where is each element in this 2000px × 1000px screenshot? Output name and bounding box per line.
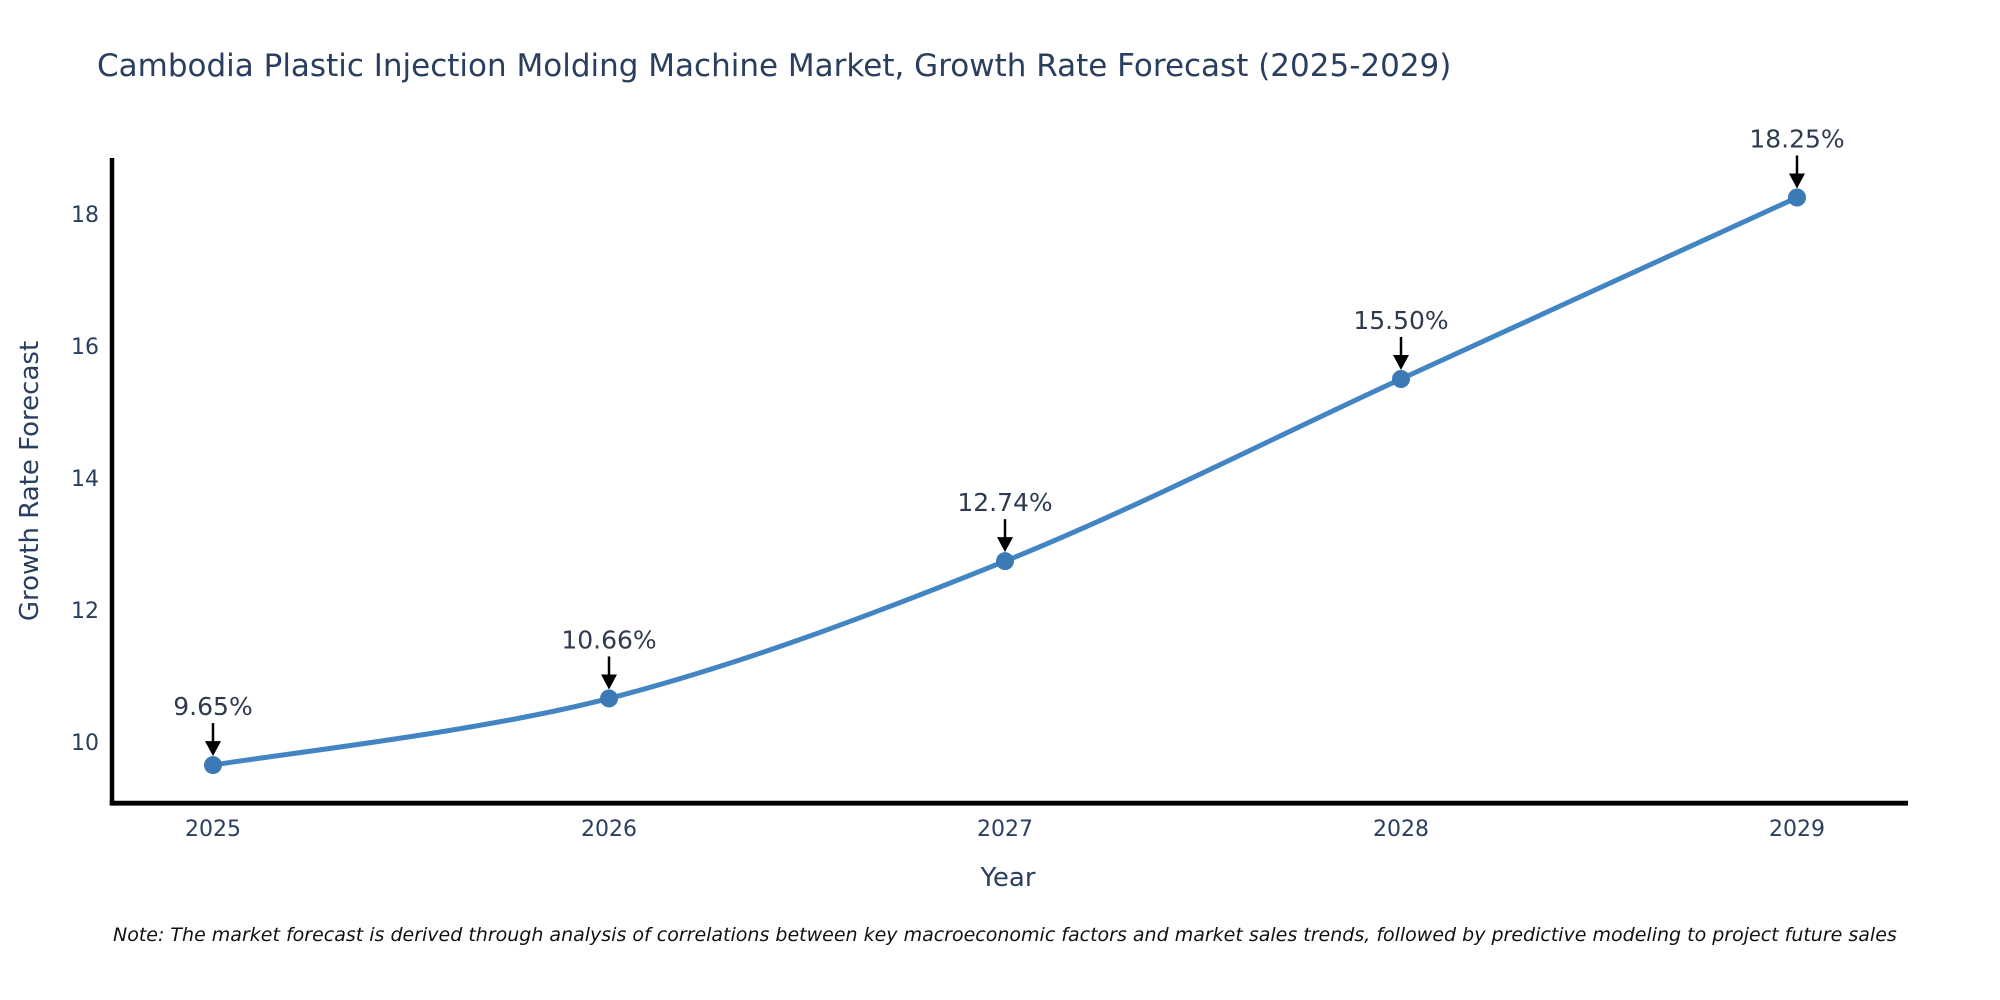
data-point-marker — [1392, 370, 1410, 388]
x-tick-label: 2029 — [1769, 817, 1825, 842]
point-annotation-label: 9.65% — [173, 692, 252, 721]
annotation-arrowhead-icon — [1393, 355, 1409, 370]
point-annotation-label: 10.66% — [561, 625, 656, 654]
data-point-marker — [204, 756, 222, 775]
data-point-marker — [1788, 188, 1806, 207]
y-tick-label: 14 — [71, 467, 99, 492]
y-axis-title: Growth Rate Forecast — [15, 341, 45, 621]
point-annotation: 15.50% — [1353, 306, 1449, 370]
x-tick-label: 2025 — [185, 817, 241, 842]
y-tick-label: 12 — [71, 599, 99, 624]
x-tick-label: 2028 — [1373, 817, 1429, 842]
y-tick-label: 10 — [71, 731, 99, 756]
x-tick-label: 2027 — [977, 817, 1033, 842]
point-annotation-label: 18.25% — [1749, 125, 1844, 154]
x-tick-label: 2026 — [581, 817, 637, 842]
annotation-arrowhead-icon — [997, 537, 1013, 553]
point-annotation-label: 12.74% — [957, 488, 1052, 517]
footnote: Note: The market forecast is derived thr… — [113, 924, 1897, 946]
point-annotation: 12.74% — [957, 488, 1053, 553]
y-tick-label: 18 — [71, 203, 99, 228]
chart-title: Cambodia Plastic Injection Molding Machi… — [97, 48, 1451, 84]
data-point-marker — [996, 552, 1014, 571]
annotation-arrowhead-icon — [601, 674, 617, 690]
y-axis-tick-labels: 10 12 14 16 18 — [71, 203, 99, 756]
series-layer — [204, 188, 1806, 775]
annotation-arrowhead-icon — [205, 741, 221, 757]
point-annotation: 9.65% — [173, 692, 253, 757]
point-annotation: 10.66% — [561, 625, 657, 690]
y-tick-label: 16 — [71, 335, 99, 360]
annotation-layer: 9.65% 10.66% 12.74% 15.50% 18.25% — [173, 125, 1845, 757]
x-axis-title: Year — [979, 863, 1035, 893]
point-annotation-label: 15.50% — [1353, 306, 1448, 335]
data-point-marker — [600, 689, 618, 708]
annotation-arrowhead-icon — [1789, 173, 1805, 189]
point-annotation: 18.25% — [1749, 125, 1845, 189]
x-axis-tick-labels: 2025 2026 2027 2028 2029 — [185, 817, 1825, 842]
series-line — [210, 195, 1800, 768]
